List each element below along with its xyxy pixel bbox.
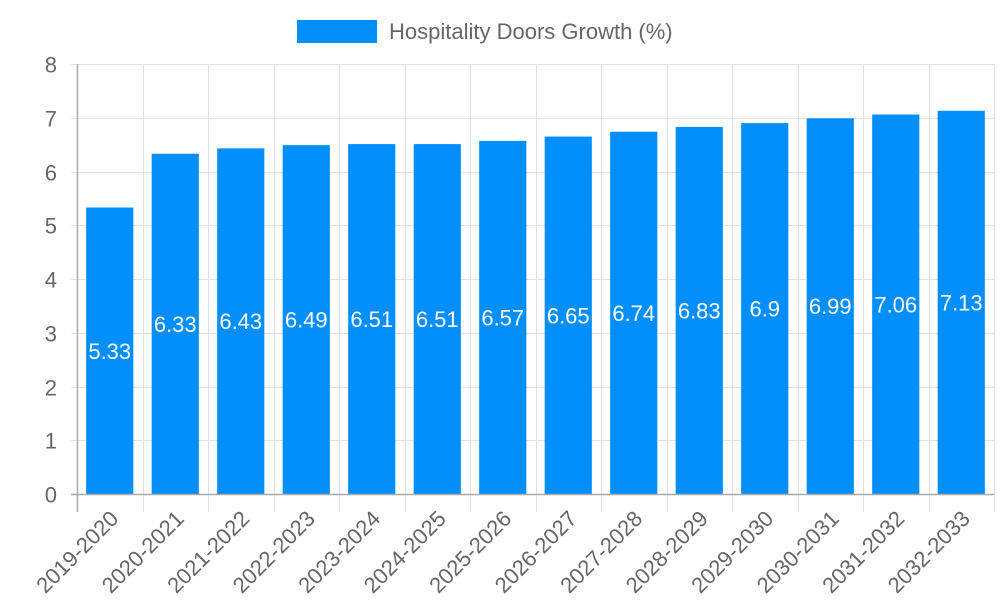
bar[interactable] [741,123,789,494]
bar[interactable] [872,114,920,495]
bar[interactable] [217,148,265,494]
bar-value-label: 6.57 [481,305,524,330]
bar-value-label: 6.83 [678,298,721,323]
bar-value-label: 5.33 [88,339,131,364]
bar-value-label: 6.49 [285,308,328,333]
bar-value-label: 6.74 [612,301,655,326]
grid-lines [71,64,995,512]
bar-value-label: 6.43 [219,309,262,334]
bars [86,110,985,495]
bar[interactable] [937,110,985,494]
bar[interactable] [86,207,134,494]
bar[interactable] [348,144,396,494]
y-tick-label: 5 [45,214,57,239]
y-tick-label: 3 [45,322,57,347]
data-labels: 5.33 6.33 6.43 6.49 6.51 6.51 6.57 6.65 6.74 6.83… [88,290,982,363]
bar-value-label: 6.9 [749,297,780,322]
y-tick-label: 8 [45,53,57,78]
y-tick-label: 6 [45,161,57,186]
bar-value-label: 6.51 [350,307,393,332]
bar[interactable] [282,145,330,494]
bar[interactable] [610,131,658,494]
bar[interactable] [479,140,527,495]
y-tick-label: 0 [45,483,57,508]
y-tick-label: 4 [45,268,57,293]
y-tick-label: 7 [45,107,57,132]
legend-label[interactable]: Hospitality Doors Growth (%) [389,19,673,44]
bar[interactable] [413,144,461,494]
bar[interactable] [151,153,199,494]
bar-value-label: 6.65 [547,303,590,328]
x-axis-ticks: 2019-20202020-20212021-20222022-20232023… [31,506,975,598]
bar-value-label: 7.13 [940,290,983,315]
axes [71,64,994,512]
bar-value-label: 6.51 [416,307,459,332]
bar[interactable] [675,126,723,494]
y-tick-label: 1 [45,429,57,454]
bar-value-label: 7.06 [874,292,917,317]
bar-value-label: 6.33 [154,312,197,337]
bar[interactable] [544,136,592,494]
y-tick-label: 2 [45,376,57,401]
legend-swatch[interactable] [297,20,377,43]
bar[interactable] [806,118,854,494]
y-axis-ticks: 0 1 2 3 4 5 6 7 8 [45,53,57,508]
legend[interactable]: Hospitality Doors Growth (%) [297,19,673,44]
bar-value-label: 6.99 [809,294,852,319]
